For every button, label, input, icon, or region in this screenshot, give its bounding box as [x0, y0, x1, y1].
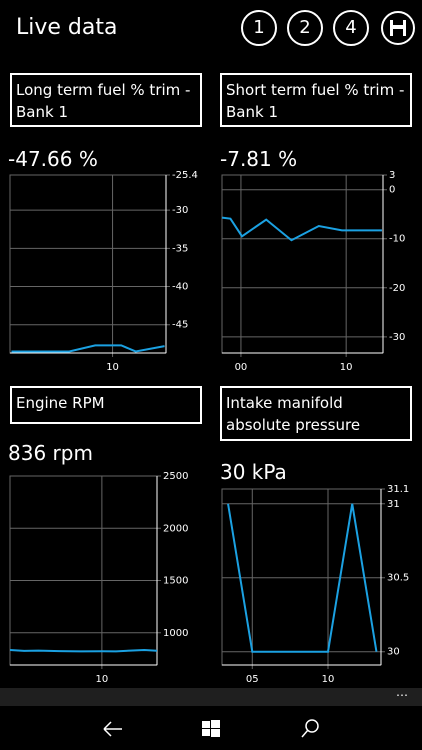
- sensor-label[interactable]: Short term fuel % trim - Bank 1: [220, 73, 412, 127]
- y-tick-label: -30: [389, 332, 405, 343]
- y-tick-label: 31.1: [387, 484, 409, 495]
- sensor-reading: -7.81 %: [220, 147, 298, 171]
- y-tick-label: -25.4: [172, 170, 198, 181]
- rate-button[interactable]: 2: [287, 10, 323, 46]
- plot-frame: [221, 174, 384, 354]
- y-tick-label: -20: [389, 283, 405, 294]
- data-line: [221, 216, 382, 242]
- y-tick-label: 2000: [163, 523, 188, 534]
- sensor-label[interactable]: Long term fuel % trim - Bank 1: [10, 73, 202, 127]
- y-tick-label: 0: [389, 185, 395, 196]
- rate-button[interactable]: 4: [333, 10, 369, 46]
- rate-button[interactable]: 1: [241, 10, 277, 46]
- sensor-label[interactable]: Intake manifold absolute pressure: [220, 386, 412, 441]
- plot-frame: [9, 475, 158, 666]
- y-tick-label: -40: [172, 282, 188, 293]
- data-line: [11, 344, 165, 353]
- sensor-reading: 836 rpm: [8, 441, 93, 465]
- y-tick-label: -30: [172, 205, 188, 216]
- data-line: [227, 503, 378, 653]
- y-tick-label: 30: [387, 647, 400, 658]
- x-tick-label: 10: [322, 674, 335, 685]
- search-icon[interactable]: [301, 719, 319, 738]
- back-icon[interactable]: [103, 721, 122, 737]
- save-button[interactable]: [380, 10, 416, 46]
- y-tick-label: 3: [389, 170, 395, 181]
- x-tick-label: 05: [246, 674, 259, 685]
- x-tick-label: 00: [235, 362, 248, 373]
- y-tick-label: 1500: [163, 576, 188, 587]
- y-tick-label: -10: [389, 234, 405, 245]
- y-tick-label: -45: [172, 320, 188, 331]
- x-tick-label: 10: [96, 674, 109, 685]
- plot-frame: [9, 174, 167, 354]
- y-tick-label: 1000: [163, 628, 188, 639]
- x-tick-label: 10: [106, 362, 119, 373]
- y-tick-label: 31: [387, 499, 400, 510]
- y-tick-label: -35: [172, 243, 188, 254]
- nav-bar: [103, 719, 319, 738]
- plot-frame: [221, 488, 382, 666]
- sensor-label[interactable]: Engine RPM: [10, 386, 202, 424]
- page-title: Live data: [16, 15, 118, 40]
- data-line: [9, 648, 158, 653]
- y-tick-label: 30.5: [387, 573, 409, 584]
- app-bar[interactable]: ⋯: [0, 688, 422, 706]
- sensor-reading: 30 kPa: [220, 460, 287, 484]
- x-tick-label: 10: [340, 362, 353, 373]
- sensor-reading: -47.66 %: [8, 147, 98, 171]
- y-tick-label: 2500: [163, 471, 188, 482]
- start-icon[interactable]: [202, 720, 220, 737]
